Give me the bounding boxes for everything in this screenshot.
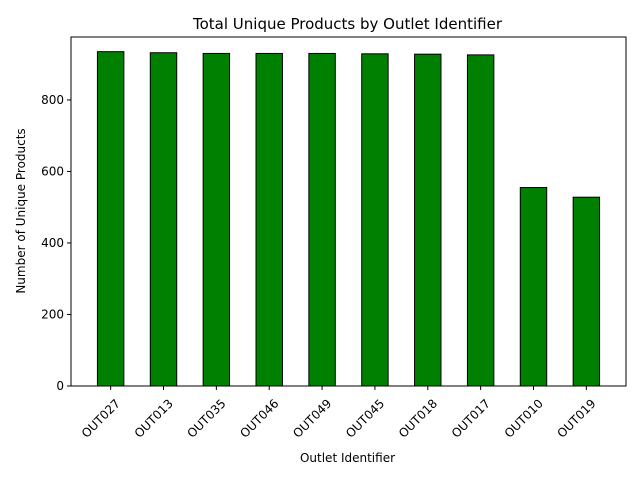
x-tick-label: OUT027 (79, 396, 123, 440)
y-tick-label: 400 (41, 236, 64, 250)
y-axis: 0 200 400 600 800 (41, 93, 71, 393)
bar-out045 (361, 53, 389, 387)
bar-out019 (572, 196, 601, 387)
y-tick-label: 200 (41, 307, 64, 321)
y-tick-label: 0 (56, 379, 64, 393)
bar-out010 (519, 187, 548, 387)
bar-out013 (149, 52, 178, 387)
x-tick-label: OUT045 (343, 396, 387, 440)
x-axis: OUT027 OUT013 OUT035 OUT046 OUT049 OUT045 OUT0… (79, 386, 599, 441)
x-tick-label: OUT049 (290, 396, 334, 440)
plot-frame (70, 36, 627, 387)
bars-group (96, 51, 601, 387)
x-tick-label: OUT046 (237, 396, 281, 440)
bar-out018 (414, 53, 442, 387)
bar-out046 (255, 52, 283, 387)
x-tick-label: OUT019 (555, 396, 599, 440)
chart-title: Total Unique Products by Outlet Identifi… (192, 15, 503, 33)
x-tick-label: OUT035 (185, 396, 229, 440)
bar-out035 (202, 52, 231, 387)
x-tick-label: OUT018 (396, 396, 440, 440)
x-tick-label: OUT010 (502, 396, 546, 440)
bar-out049 (308, 52, 336, 387)
y-tick-label: 600 (41, 164, 64, 178)
x-axis-label: Outlet Identifier (300, 451, 395, 465)
y-tick-label: 800 (41, 93, 64, 107)
bar-out027 (96, 51, 125, 387)
x-tick-label: OUT017 (449, 396, 493, 440)
y-axis-label: Number of Unique Products (14, 128, 28, 293)
bar-out017 (466, 54, 495, 387)
x-tick-label: OUT013 (132, 396, 176, 440)
